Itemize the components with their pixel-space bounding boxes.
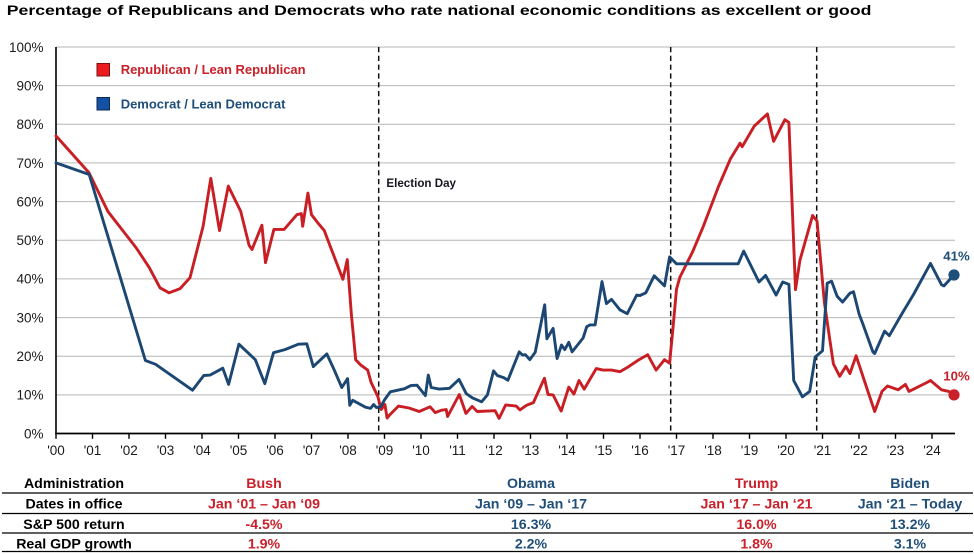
- svg-text:90%: 90%: [16, 78, 43, 93]
- svg-text:'21: '21: [814, 443, 832, 458]
- svg-text:'00: '00: [47, 443, 65, 458]
- svg-text:'19: '19: [741, 443, 759, 458]
- svg-text:'17: '17: [668, 443, 686, 458]
- svg-text:60%: 60%: [16, 194, 43, 209]
- svg-text:'22: '22: [850, 443, 868, 458]
- svg-text:'03: '03: [157, 443, 175, 458]
- svg-text:'07: '07: [303, 443, 321, 458]
- svg-text:'20: '20: [777, 443, 795, 458]
- svg-text:Biden: Biden: [890, 476, 929, 492]
- svg-text:Jan ‘09 – Jan ‘17: Jan ‘09 – Jan ‘17: [475, 497, 587, 513]
- svg-text:'11: '11: [449, 443, 466, 458]
- svg-text:'01: '01: [84, 443, 102, 458]
- svg-text:'02: '02: [120, 443, 138, 458]
- svg-text:Trump: Trump: [735, 476, 779, 492]
- svg-text:1.8%: 1.8%: [740, 537, 773, 553]
- svg-text:'12: '12: [485, 443, 503, 458]
- svg-text:Dates in office: Dates in office: [26, 497, 123, 513]
- svg-text:100%: 100%: [9, 40, 44, 55]
- svg-text:41%: 41%: [943, 248, 970, 263]
- svg-text:3.1%: 3.1%: [894, 537, 927, 553]
- svg-text:16.0%: 16.0%: [736, 517, 777, 533]
- svg-text:1.9%: 1.9%: [248, 537, 281, 553]
- svg-text:'06: '06: [266, 443, 284, 458]
- svg-text:Bush: Bush: [246, 476, 281, 492]
- svg-text:'14: '14: [558, 443, 576, 458]
- svg-text:'24: '24: [923, 443, 941, 458]
- svg-text:'13: '13: [522, 443, 540, 458]
- svg-text:30%: 30%: [16, 310, 43, 325]
- svg-text:Jan ‘21 – Today: Jan ‘21 – Today: [858, 497, 963, 513]
- svg-text:13.2%: 13.2%: [890, 517, 931, 533]
- svg-text:'15: '15: [595, 443, 613, 458]
- svg-text:Administration: Administration: [24, 476, 124, 492]
- svg-text:'09: '09: [376, 443, 394, 458]
- svg-text:70%: 70%: [16, 156, 43, 171]
- svg-text:80%: 80%: [16, 117, 43, 132]
- svg-text:10%: 10%: [943, 369, 970, 384]
- svg-text:-4.5%: -4.5%: [245, 517, 282, 533]
- svg-text:Real GDP growth: Real GDP growth: [16, 537, 132, 553]
- svg-text:Election Day: Election Day: [386, 177, 456, 190]
- svg-text:16.3%: 16.3%: [511, 517, 552, 533]
- svg-text:'05: '05: [230, 443, 248, 458]
- svg-text:'18: '18: [704, 443, 722, 458]
- svg-text:0%: 0%: [24, 426, 44, 441]
- svg-text:2.2%: 2.2%: [515, 537, 548, 553]
- svg-text:Democrat / Lean Democrat: Democrat / Lean Democrat: [121, 97, 286, 112]
- svg-text:Jan ‘17 – Jan ‘21: Jan ‘17 – Jan ‘21: [701, 497, 813, 513]
- svg-text:'08: '08: [339, 443, 357, 458]
- svg-text:Percentage of Republicans and: Percentage of Republicans and Democrats …: [7, 3, 872, 18]
- svg-text:40%: 40%: [16, 272, 43, 287]
- svg-text:Republican / Lean Republican: Republican / Lean Republican: [121, 62, 306, 77]
- svg-text:Jan ‘01 – Jan ‘09: Jan ‘01 – Jan ‘09: [208, 497, 320, 513]
- svg-text:'23: '23: [887, 443, 905, 458]
- svg-text:Obama: Obama: [507, 476, 555, 492]
- svg-text:S&P 500 return: S&P 500 return: [23, 517, 124, 533]
- svg-text:50%: 50%: [16, 233, 43, 248]
- svg-text:20%: 20%: [16, 349, 43, 364]
- svg-text:10%: 10%: [16, 388, 43, 403]
- svg-text:'04: '04: [193, 443, 211, 458]
- svg-text:'16: '16: [631, 443, 649, 458]
- svg-text:'10: '10: [412, 443, 430, 458]
